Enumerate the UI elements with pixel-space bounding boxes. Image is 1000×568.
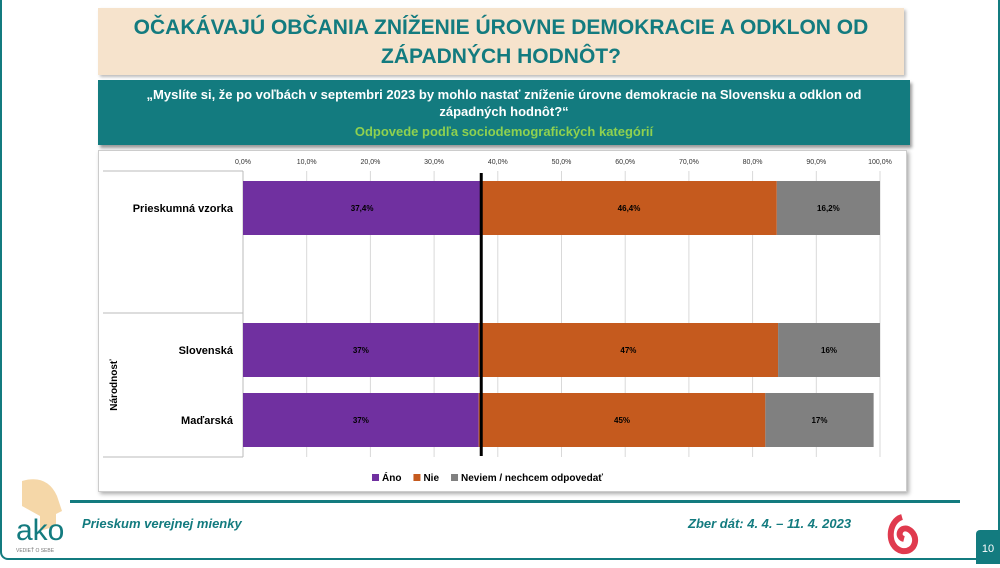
tick-label: 50,0% [552,159,572,166]
question-box: „Myslíte si, že po voľbách v septembri 2… [98,80,910,145]
data-label: 16% [821,346,837,355]
tick-label: 40,0% [488,159,508,166]
data-label: 37,4% [351,204,374,213]
svg-text:ako: ako [16,514,64,547]
bar-segment [776,181,880,235]
tick-label: 90,0% [806,159,826,166]
category-label: Maďarská [181,415,234,427]
footer-date: Zber dát: 4. 4. – 11. 4. 2023 [688,516,852,531]
page-number: 10 [976,530,1000,564]
bar-segment [765,393,874,447]
tick-label: 10,0% [297,159,317,166]
data-label: 16,2% [817,204,840,213]
legend-swatch [413,474,421,481]
legend-swatch [372,474,379,481]
bar-segment [778,323,880,377]
data-label: 17% [811,416,827,425]
bar-segment [478,323,779,377]
footer-left: Prieskum verejnej mienky [82,516,242,531]
data-label: 45% [614,416,630,425]
category-label: Slovenská [179,345,234,357]
tick-label: 30,0% [424,159,444,166]
tick-label: 80,0% [743,159,763,166]
bar-chart: 0,0% 10,0% 20,0% 30,0% 40,0% 50,0% 60,0% 70,0% 8… [103,159,892,484]
legend-swatch [451,474,459,481]
tick-label: 0,0% [235,159,251,166]
chart-area: 0,0% 10,0% 20,0% 30,0% 40,0% 50,0% 60,0% 70,0% 8… [98,150,907,492]
bar-segment [478,393,766,447]
agency-logo-icon [882,513,922,560]
subtitle: Odpovede podľa sociodemografických kateg… [354,124,654,139]
legend-label: Áno [382,471,401,484]
bar-segment [243,323,479,377]
bar-segment [243,181,482,235]
footer-divider [70,500,960,503]
tick-label: 70,0% [679,159,699,166]
svg-text:VEDIEŤ O SEBE: VEDIEŤ O SEBE [16,546,55,554]
bar-segment [243,393,479,447]
data-label: 47% [620,346,636,355]
legend-label: Nie [423,473,439,484]
tick-label: 20,0% [360,159,380,166]
slide-title: OČAKÁVAJÚ OBČANIA ZNÍŽENIE ÚROVNE DEMOKR… [98,8,904,75]
bar-segment [481,181,777,235]
tick-label: 60,0% [615,159,635,166]
data-label: 37% [353,346,369,355]
category-label: Prieskumná vzorka [133,203,234,215]
tick-label: 100,0% [868,159,892,166]
data-label: 37% [353,416,369,425]
question-text: „Myslíte si, že po voľbách v septembri 2… [146,87,862,119]
legend-label: Neviem / nechcem odpovedať [461,473,603,484]
data-label: 46,4% [618,204,641,213]
ako-logo: ako VEDIEŤ O SEBE [12,476,72,556]
group-label: Národnosť [109,359,120,411]
